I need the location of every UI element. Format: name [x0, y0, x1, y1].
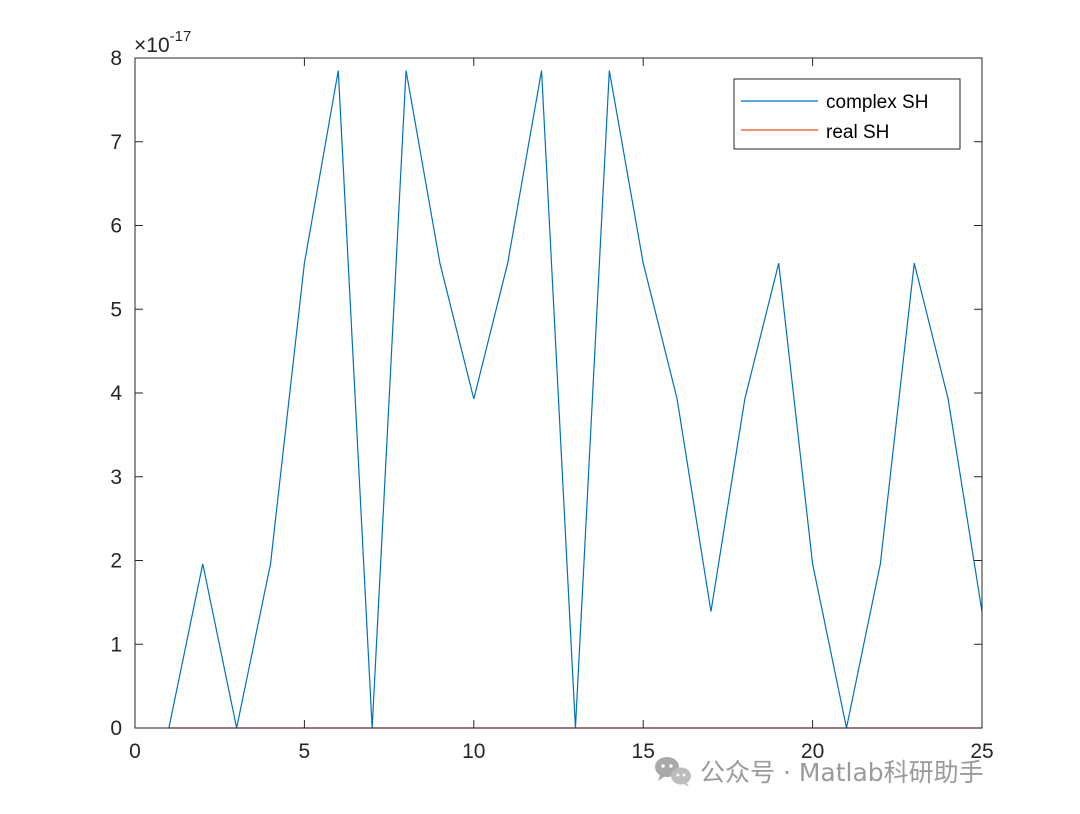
y-tick-label: 1: [110, 633, 122, 656]
y-tick-label: 3: [110, 466, 122, 489]
legend-label-complex-sh: complex SH: [826, 92, 928, 113]
x-tick-label: 20: [801, 740, 824, 763]
x-tick-label: 10: [462, 740, 485, 763]
x-tick-label: 25: [970, 740, 993, 763]
x-tick-label: 0: [129, 740, 141, 763]
x-tick-label: 15: [632, 740, 655, 763]
watermark: 公众号 · Matlab科研助手: [655, 757, 984, 787]
y-tick-label: 7: [110, 131, 122, 154]
watermark-text: 公众号 · Matlab科研助手: [700, 758, 984, 787]
legend-label-real-sh: real SH: [826, 122, 889, 143]
legend-box: [733, 78, 961, 150]
y-tick-label: 0: [110, 717, 122, 740]
x-tick-label: 5: [299, 740, 311, 763]
y-exponent-base: ×10: [134, 34, 170, 57]
y-tick-labels: 0 1 2 3 4 5 6 7 8: [110, 47, 122, 740]
x-tick-labels: 0 5 10 15 20 25: [129, 740, 994, 763]
axes: [134, 57, 983, 729]
y-exponent-label: ×10-17: [134, 28, 191, 57]
y-tick-label: 8: [110, 47, 122, 70]
wechat-icon: [655, 757, 691, 787]
y-tick-label: 2: [110, 550, 122, 573]
y-tick-label: 4: [110, 382, 122, 405]
y-tick-label: 6: [110, 215, 122, 238]
legend: complex SH real SH: [733, 78, 961, 150]
y-tick-label: 5: [110, 298, 122, 321]
y-exponent-power: -17: [170, 28, 192, 45]
